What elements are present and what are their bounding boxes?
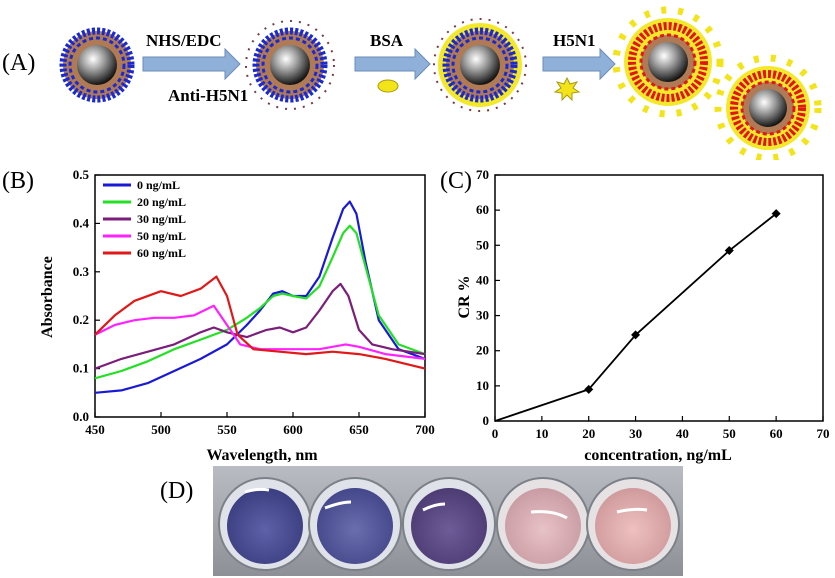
step1-sublabel: Anti-H5N1 <box>168 86 248 105</box>
panel-label-b: (B) <box>2 168 34 194</box>
spectra-x-tick-label: 550 <box>217 422 237 437</box>
cr-data-point <box>631 330 641 340</box>
cr-data-point <box>771 209 781 219</box>
spectra-legend-label-0: 0 ng/mL <box>137 178 180 192</box>
spectra-y-tick-label: 0.3 <box>73 264 90 279</box>
cr-y-axis-title: CR % <box>456 275 473 318</box>
spectra-x-tick-label: 700 <box>415 422 435 437</box>
cr-y-tick-label: 20 <box>476 343 489 358</box>
well-plate-photo <box>213 466 683 576</box>
cr-percent-chart: 0 10 20 30 40 50 60 70 0 10 20 30 40 50 60 70 concentra… <box>456 167 830 464</box>
spectra-series-line-4 <box>94 275 426 370</box>
cr-x-axis-title: concentration, ng/mL <box>584 447 732 464</box>
cr-x-tick-label: 50 <box>723 426 736 441</box>
spectra-plot-frame <box>94 174 426 418</box>
spectra-legend-label-4: 60 ng/mL <box>137 246 186 260</box>
cr-x-tick-label: 10 <box>535 426 548 441</box>
cr-x-tick-label: 40 <box>676 426 689 441</box>
cr-y-tick-label: 30 <box>476 308 489 323</box>
cr-x-tick-label: 30 <box>629 426 642 441</box>
spectra-legend-label-1: 20 ng/mL <box>137 195 186 209</box>
well-60-ng <box>586 477 680 571</box>
spectra-x-tick-label: 600 <box>283 422 303 437</box>
spectra-x-tick-label: 650 <box>349 422 369 437</box>
spectra-x-axis-title: Wavelength, nm <box>206 447 318 464</box>
bsa-icon <box>377 79 399 93</box>
nanoparticle-aggregated-2 <box>714 54 822 160</box>
arrow-bsa <box>354 47 431 81</box>
spectra-series-line-3 <box>94 304 426 360</box>
cr-x-tick-label: 60 <box>770 426 783 441</box>
cr-x-tick-label: 20 <box>582 426 595 441</box>
spectra-y-tick-label: 0.5 <box>73 167 90 182</box>
nanoparticle-aggregated-1 <box>612 6 724 118</box>
panel-label-d: (D) <box>160 478 194 504</box>
well-30-ng <box>402 477 496 571</box>
cr-y-tick-label: 40 <box>476 272 489 287</box>
spectra-plot-area: 450 500 550 600 650 700 0.0 0.1 0.2 0.3 0.4 0.5 0 ng… <box>73 167 435 437</box>
cr-y-tick-label: 0 <box>483 413 490 428</box>
well-0-ng <box>218 477 312 571</box>
cr-y-tick-label: 50 <box>476 237 489 252</box>
absorbance-spectra-chart: 450 500 550 600 650 700 0.0 0.1 0.2 0.3 0.4 0.5 0 ng… <box>40 167 435 464</box>
nanoparticle-bare <box>59 27 135 103</box>
spectra-y-tick-label: 0.1 <box>73 361 89 376</box>
spectra-legend-label-2: 30 ng/mL <box>137 212 186 226</box>
cr-x-tick-label: 0 <box>492 426 499 441</box>
spectra-series-line-2 <box>94 282 426 370</box>
arrow-h5n1 <box>542 47 616 81</box>
cr-series-line-0 <box>494 212 777 422</box>
well-20-ng <box>308 477 402 571</box>
spectra-legend-label-3: 50 ng/mL <box>137 229 186 243</box>
cr-y-tick-label: 60 <box>476 202 489 217</box>
cr-data-point <box>724 246 734 256</box>
cr-plot-frame <box>494 174 824 422</box>
cr-x-tick-label: 70 <box>817 426 830 441</box>
cr-data-point <box>584 384 594 394</box>
spectra-x-tick-label: 500 <box>151 422 171 437</box>
cr-y-tick-label: 10 <box>476 378 489 393</box>
step3-label: H5N1 <box>553 31 596 50</box>
cr-y-tick-label: 70 <box>476 167 489 182</box>
step2-label: BSA <box>370 31 404 50</box>
arrow-nhs-edc <box>142 47 241 81</box>
spectra-y-axis-title: Absorbance <box>40 256 56 338</box>
cr-plot-area: 0 10 20 30 40 50 60 70 0 10 20 30 40 50 60 70 <box>476 167 830 441</box>
spectra-x-tick-label: 450 <box>85 422 105 437</box>
panel-label-c: (C) <box>440 168 472 194</box>
nanoparticle-antibody <box>245 20 335 110</box>
spectra-series-line-1 <box>94 224 426 380</box>
step1-label: NHS/EDC <box>146 31 222 50</box>
scheme-diagram: NHS/EDC Anti-H5N1 BSA H5N1 <box>59 6 822 160</box>
spectra-y-tick-label: 0.2 <box>73 312 89 327</box>
spectra-y-tick-label: 0.0 <box>73 409 89 424</box>
panel-label-a: (A) <box>2 50 36 76</box>
nanoparticle-bsa <box>433 18 527 112</box>
virus-icon <box>553 76 581 102</box>
spectra-y-tick-label: 0.4 <box>73 215 90 230</box>
well-50-ng <box>496 477 590 571</box>
